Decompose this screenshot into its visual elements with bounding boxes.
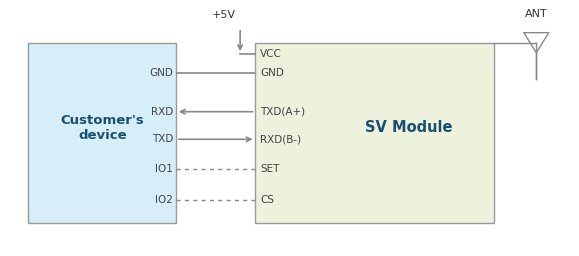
Text: TXD(A+): TXD(A+) bbox=[260, 107, 305, 117]
Text: +5V: +5V bbox=[212, 10, 236, 20]
Text: VCC: VCC bbox=[260, 49, 282, 59]
Text: IO2: IO2 bbox=[155, 195, 173, 205]
Bar bbox=[28, 43, 176, 223]
Text: Customer's
device: Customer's device bbox=[60, 114, 144, 142]
Text: RXD: RXD bbox=[151, 107, 173, 117]
Bar bbox=[255, 43, 494, 223]
Text: ANT: ANT bbox=[525, 9, 548, 19]
Text: CS: CS bbox=[260, 195, 274, 205]
Text: GND: GND bbox=[260, 68, 284, 78]
Text: IO1: IO1 bbox=[155, 164, 173, 174]
Text: TXD: TXD bbox=[152, 134, 173, 144]
Text: RXD(B-): RXD(B-) bbox=[260, 134, 301, 144]
Text: GND: GND bbox=[149, 68, 173, 78]
Text: SET: SET bbox=[260, 164, 280, 174]
Text: SV Module: SV Module bbox=[365, 121, 452, 135]
